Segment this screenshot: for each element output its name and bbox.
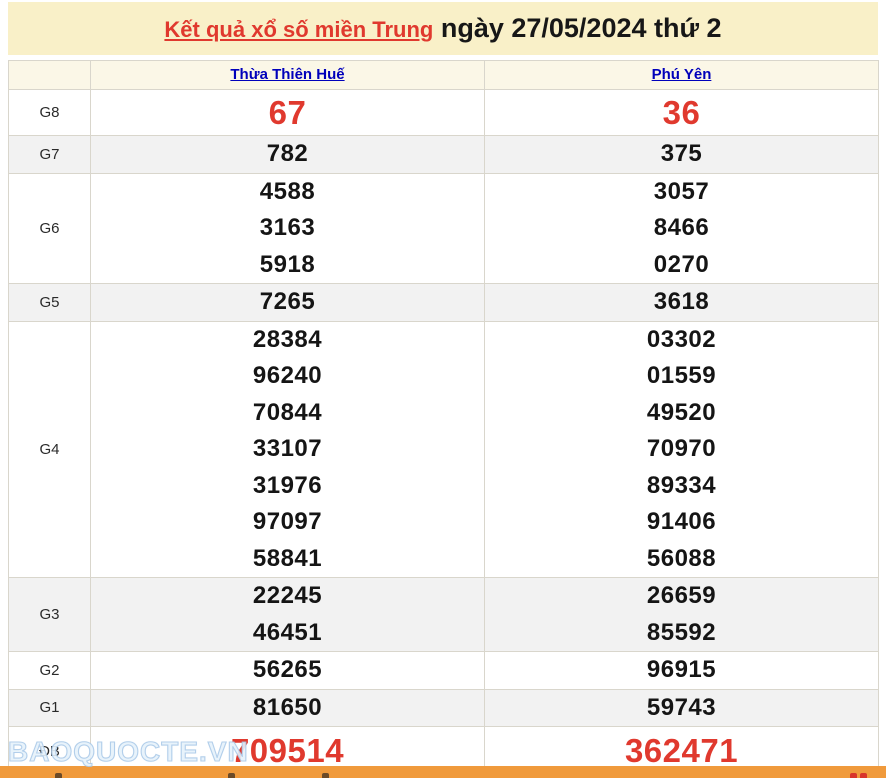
result-value: 96240 [252,362,323,390]
prize-label: G4 [8,320,91,578]
table-row: G2 56265 96915 [8,651,879,690]
result-value: 70844 [252,398,323,426]
result-value: 7265 [259,288,316,316]
result-value: 56088 [646,544,717,572]
result-cell: 3057 8466 0270 [484,172,879,284]
result-cell: 22245 46451 [90,577,485,652]
results-table-body: G8 67 36 G7 782 375 G6 4588 3163 5918 3057 8466 0270… [8,89,879,776]
prize-label: G1 [8,688,91,727]
result-value: 03302 [646,325,717,353]
result-value: 709514 [230,732,345,769]
result-value: 362471 [624,732,739,769]
table-row: G4 28384 96240 70844 33107 31976 97097 58841 033… [8,320,879,578]
table-row: G1 81650 59743 [8,688,879,727]
result-value: 97097 [252,508,323,536]
province-link-thua-thien-hue[interactable]: Thừa Thiên Huế [230,66,345,83]
result-cell: 7265 [90,283,485,322]
result-value: 91406 [646,508,717,536]
table-row: G5 7265 3618 [8,283,879,322]
prize-label: G6 [8,172,91,284]
result-cell: 36 [484,89,879,136]
result-value: 31976 [252,471,323,499]
result-value: 49520 [646,398,717,426]
prize-label: G2 [8,651,91,690]
result-value: 28384 [252,325,323,353]
result-value: 96915 [646,656,717,684]
result-value: 4588 [259,177,316,205]
result-value: 0270 [653,250,710,278]
prize-label: G8 [8,89,91,136]
prize-label: G7 [8,135,91,174]
result-cell: 81650 [90,688,485,727]
result-cell: 56265 [90,651,485,690]
cutoff-text-artifact [322,773,329,778]
result-value: 375 [660,140,703,168]
province-link-phu-yen[interactable]: Phú Yên [651,66,712,83]
result-cell: 782 [90,135,485,174]
cutoff-text-artifact [860,773,867,778]
column-header-thua-thien-hue: Thừa Thiên Huế [90,60,485,90]
title-banner: Kết quả xổ số miền Trung ngày 27/05/2024… [8,2,878,55]
result-value: 8466 [653,214,710,242]
results-table: Thừa Thiên Huế Phú Yên G8 67 36 G7 782 375 G6 4… [8,60,879,776]
prize-label: G3 [8,577,91,652]
result-cell: 67 [90,89,485,136]
result-cell: 03302 01559 49520 70970 89334 91406 56088 [484,320,879,578]
result-value: 01559 [646,362,717,390]
corner-cell [8,60,91,90]
result-value: 58841 [252,544,323,572]
prize-label: G5 [8,283,91,322]
table-row: G7 782 375 [8,135,879,174]
result-cell: 375 [484,135,879,174]
result-value: 85592 [646,618,717,646]
result-cell: 28384 96240 70844 33107 31976 97097 58841 [90,320,485,578]
result-value: 46451 [252,618,323,646]
result-cell: 4588 3163 5918 [90,172,485,284]
result-value: 56265 [252,656,323,684]
bottom-orange-bar [0,766,886,778]
result-value: 81650 [252,693,323,721]
result-value: 67 [268,93,307,131]
cutoff-text-artifact [55,773,62,778]
table-header-row: Thừa Thiên Huế Phú Yên [8,60,879,90]
result-cell: 59743 [484,688,879,727]
table-row: G3 22245 46451 26659 85592 [8,577,879,652]
column-header-phu-yen: Phú Yên [484,60,879,90]
region-title-link[interactable]: Kết quả xổ số miền Trung [164,17,434,42]
table-row: G8 67 36 [8,89,879,136]
result-value: 36 [662,93,701,131]
title-date-text: ngày 27/05/2024 thứ 2 [433,13,722,43]
result-value: 3618 [653,288,710,316]
result-value: 59743 [646,693,717,721]
result-value: 5918 [259,250,316,278]
result-cell: 26659 85592 [484,577,879,652]
result-value: 70970 [646,435,717,463]
result-value: 782 [266,140,309,168]
result-value: 3057 [653,177,710,205]
result-cell: 96915 [484,651,879,690]
cutoff-text-artifact [850,773,857,778]
table-row: ĐB 709514 362471 [8,726,879,776]
table-row: G6 4588 3163 5918 3057 8466 0270 [8,172,879,284]
result-value: 3163 [259,214,316,242]
result-value: 22245 [252,582,323,610]
result-value: 33107 [252,435,323,463]
result-value: 26659 [646,582,717,610]
cutoff-text-artifact [228,773,235,778]
result-cell: 3618 [484,283,879,322]
result-value: 89334 [646,471,717,499]
